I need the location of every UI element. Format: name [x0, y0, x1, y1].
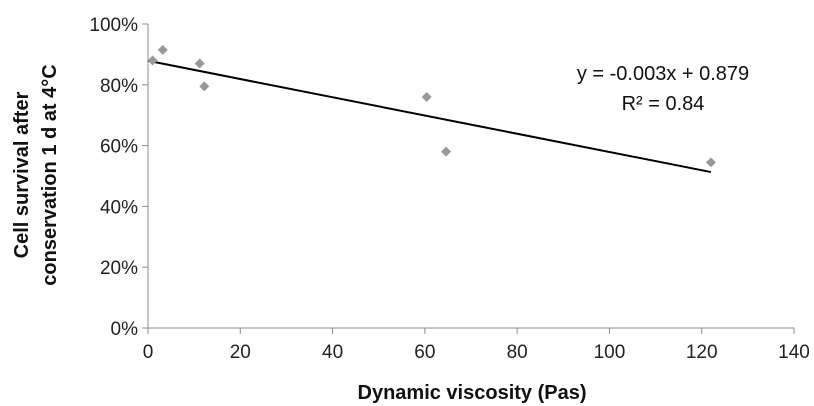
- y-tick-label: 20%: [100, 258, 138, 279]
- x-tick-label: 100: [594, 342, 626, 363]
- data-point: [147, 55, 158, 66]
- data-point: [157, 44, 168, 55]
- data-point: [441, 146, 452, 157]
- plot-area: [142, 23, 795, 334]
- x-tick-label: 40: [322, 342, 343, 363]
- x-tick-label: 60: [414, 342, 435, 363]
- x-tick-label: 20: [230, 342, 251, 363]
- data-point: [421, 91, 432, 102]
- r-squared-label: R² = 0.84: [622, 93, 705, 115]
- y-tick-label: 60%: [100, 137, 138, 158]
- trendline-equation: y = -0.003x + 0.879: [577, 63, 749, 85]
- data-point: [194, 58, 205, 69]
- y-tick-label: 40%: [100, 197, 138, 218]
- x-tick-label: 140: [778, 342, 810, 363]
- x-axis-title: Dynamic viscosity (Pas): [358, 382, 587, 404]
- data-point: [199, 81, 210, 92]
- tick-labels: 0% 20% 40% 60% 80% 100% 0 20 40 60 80 100 120 140: [89, 15, 809, 363]
- x-tick-label: 120: [686, 342, 718, 363]
- y-axis-title: Cell survival after conservation 1 d at …: [11, 64, 61, 285]
- y-tick-label: 0%: [111, 319, 139, 340]
- y-tick-label: 100%: [89, 15, 138, 36]
- y-tick-label: 80%: [100, 76, 138, 97]
- y-axis-title-line-1: Cell survival after: [11, 91, 33, 258]
- x-tick-label: 0: [143, 342, 154, 363]
- x-tick-label: 80: [507, 342, 528, 363]
- data-point: [705, 157, 716, 168]
- trendline: [147, 59, 712, 174]
- y-axis-title-line-2: conservation 1 d at 4°C: [39, 64, 61, 285]
